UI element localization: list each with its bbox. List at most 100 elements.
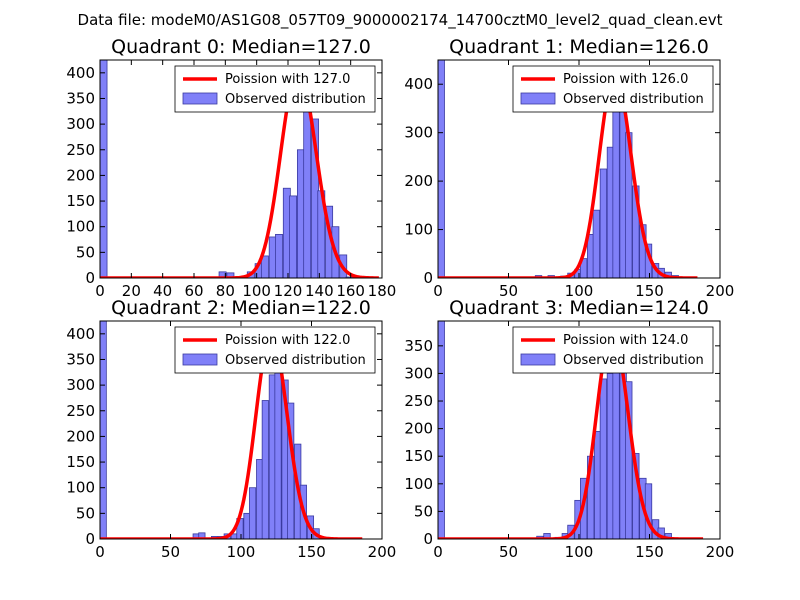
x-tick-label: 100 [242,282,271,300]
histogram-bar [345,276,354,278]
subplot-title: Quadrant 3: Median=124.0 [449,297,709,319]
subplot-2: Quadrant 2: Median=122.0 0 50 100 150 200 0 50 1… [66,297,396,561]
histogram-bar [303,103,312,278]
poisson-curve [438,72,698,278]
histogram-bar [625,381,633,539]
axes-frame [437,320,721,540]
y-tick-label: 300 [404,124,433,142]
plot-area [438,321,704,539]
legend-line-label: Poission with 127.0 [225,72,350,87]
legend: Poission with 127.0 Observed distribution [174,65,376,113]
axes-frame [99,320,383,540]
histogram-bar [275,233,283,278]
x-tick-label: 200 [706,543,735,561]
x-tick-label: 150 [635,543,664,561]
y-tick-label: 250 [404,392,433,410]
y-tick-label: 400 [66,325,95,343]
x-tick-label: 150 [297,543,326,561]
x-tick-label: 160 [336,282,365,300]
y-tick-label: 100 [66,479,95,497]
subplot-0: Quadrant 0: Median=127.0 0 20 40 60 80 100 120 1… [66,36,396,300]
legend-bar-label: Observed distribution [225,353,366,368]
y-tick-label: 200 [404,420,433,438]
subplot-title: Quadrant 0: Median=127.0 [111,36,371,58]
histogram-bar [580,258,588,278]
legend-bar-swatch [182,92,218,105]
y-tick-label: 300 [66,376,95,394]
y-tick-label: 250 [66,402,95,420]
histogram-bar [261,400,269,539]
x-tick-label: 100 [565,543,594,561]
legend-line-label: Poission with 124.0 [563,333,688,348]
y-tick-label: 350 [404,337,433,355]
legend-bar-label: Observed distribution [563,353,704,368]
histogram-bar [100,60,108,278]
y-tick-label: 400 [66,64,95,82]
y-tick-label: 150 [404,447,433,465]
y-tick-label: 300 [66,115,95,133]
x-tick-label: 0 [433,282,443,300]
x-tick-label: 180 [368,282,397,300]
histogram-bar [100,321,107,539]
x-tick-label: 120 [274,282,303,300]
x-tick-label: 60 [184,282,203,300]
y-tick-label: 400 [404,75,433,93]
histogram-bar [599,168,608,278]
legend-bar-swatch [520,353,556,366]
x-tick-label: 200 [368,543,397,561]
x-tick-label: 0 [95,282,105,300]
y-tick-label: 0 [423,530,433,548]
legend-bar-swatch [520,92,556,105]
subplot-title: Quadrant 1: Median=126.0 [449,36,709,58]
y-tick-label: 200 [66,427,95,445]
legend: Poission with 126.0 Observed distribution [512,65,714,113]
y-tick-label: 0 [85,530,95,548]
x-tick-label: 100 [227,543,256,561]
x-tick-label: 200 [706,282,735,300]
x-tick-label: 0 [95,543,105,561]
y-tick-label: 100 [404,475,433,493]
x-tick-label: 50 [499,282,518,300]
y-tick-label: 350 [66,89,95,107]
legend-bar-label: Observed distribution [225,92,366,107]
subplot-3: Quadrant 3: Median=124.0 0 50 100 150 200 0 50 1… [404,297,734,561]
y-tick-label: 200 [404,172,433,190]
subplot-1: Quadrant 1: Median=126.0 0 50 100 150 200 0 100… [404,36,734,300]
poisson-curve [438,328,704,539]
legend-bar-swatch [182,353,218,366]
y-tick-label: 100 [404,221,433,239]
y-tick-label: 0 [85,269,95,287]
figure-title: Data file: modeM0/AS1G08_057T09_90000021… [78,11,723,30]
poisson-curve [100,332,363,539]
x-tick-label: 20 [122,282,141,300]
plot-area [100,60,380,278]
axes-frame [99,59,383,279]
x-tick-label: 80 [216,282,235,300]
axes-frame [437,59,721,279]
legend-bar-label: Observed distribution [563,92,704,107]
histogram-bar [599,378,608,539]
legend-box [512,326,714,374]
y-tick-label: 150 [66,453,95,471]
x-tick-label: 50 [499,543,518,561]
y-tick-label: 250 [66,141,95,159]
histogram-bar [249,487,257,539]
x-tick-label: 150 [635,282,664,300]
y-tick-label: 50 [76,243,95,261]
histogram-bar [198,532,206,539]
y-tick-label: 50 [76,504,95,522]
histogram-bar [612,103,620,278]
subplot-grid: Quadrant 0: Median=127.00 20 40 60 80 100 120 1… [66,36,734,561]
histogram-bar [592,209,600,278]
y-tick-label: 50 [414,502,433,520]
legend-line-label: Poission with 122.0 [225,333,350,348]
plot-area [100,321,363,539]
x-tick-label: 50 [161,543,180,561]
histogram-bar [289,195,298,278]
subplot-title: Quadrant 2: Median=122.0 [111,297,371,319]
legend-line-label: Poission with 126.0 [563,72,688,87]
x-tick-label: 0 [433,543,443,561]
y-tick-label: 350 [66,350,95,368]
histogram-bar [543,533,551,539]
x-tick-label: 40 [153,282,172,300]
